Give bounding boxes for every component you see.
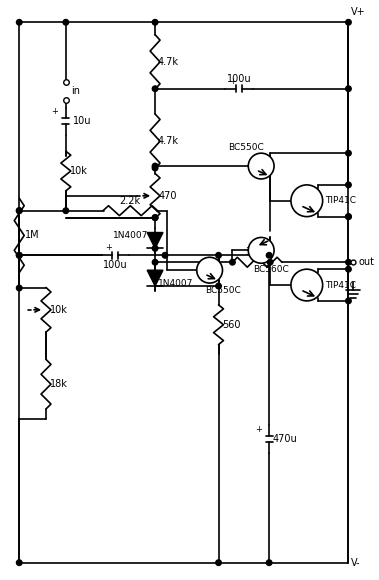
Circle shape <box>346 150 351 156</box>
Text: 560: 560 <box>222 320 241 329</box>
Text: TIP41C: TIP41C <box>325 196 356 205</box>
Circle shape <box>346 266 351 272</box>
Circle shape <box>162 252 168 258</box>
Circle shape <box>216 252 221 258</box>
Text: 470u: 470u <box>273 434 298 444</box>
Circle shape <box>16 252 22 258</box>
Text: +: + <box>229 77 236 86</box>
Circle shape <box>16 208 22 213</box>
Text: 10k: 10k <box>70 166 88 176</box>
Circle shape <box>346 182 351 188</box>
Text: +: + <box>255 425 262 434</box>
Circle shape <box>197 258 222 283</box>
Text: 18k: 18k <box>50 379 68 389</box>
Circle shape <box>248 237 274 263</box>
Circle shape <box>16 208 22 213</box>
Circle shape <box>16 252 22 258</box>
Text: 2.2k: 2.2k <box>120 196 141 206</box>
Circle shape <box>266 560 272 565</box>
Text: 1M: 1M <box>25 230 39 241</box>
Circle shape <box>152 20 158 25</box>
Circle shape <box>152 259 158 265</box>
Circle shape <box>346 214 351 219</box>
Text: 100u: 100u <box>103 260 128 270</box>
Text: BC550C: BC550C <box>229 143 264 152</box>
Text: 390k: 390k <box>245 247 269 258</box>
Text: V-: V- <box>351 558 361 568</box>
Circle shape <box>152 164 158 169</box>
Circle shape <box>63 20 69 25</box>
Circle shape <box>291 185 323 216</box>
Circle shape <box>16 20 22 25</box>
Polygon shape <box>147 270 163 286</box>
Text: 470: 470 <box>159 191 177 201</box>
Text: 10k: 10k <box>50 305 68 315</box>
Text: BC550C: BC550C <box>205 287 240 295</box>
Circle shape <box>152 245 158 251</box>
Circle shape <box>152 86 158 92</box>
Circle shape <box>346 214 351 219</box>
Circle shape <box>16 560 22 565</box>
Circle shape <box>230 259 235 265</box>
Circle shape <box>216 283 221 289</box>
Circle shape <box>152 215 158 220</box>
Text: +: + <box>105 244 112 252</box>
Text: 4.7k: 4.7k <box>157 136 179 146</box>
Circle shape <box>248 153 274 179</box>
Circle shape <box>291 269 323 301</box>
Circle shape <box>152 215 158 220</box>
Text: TIP41C: TIP41C <box>325 281 356 289</box>
Polygon shape <box>147 233 163 248</box>
Text: +: + <box>52 107 58 117</box>
Circle shape <box>63 208 69 213</box>
Text: BC560C: BC560C <box>253 264 289 274</box>
Circle shape <box>346 259 351 265</box>
Text: 1N4007: 1N4007 <box>158 278 193 288</box>
Circle shape <box>16 285 22 291</box>
Text: 10u: 10u <box>72 117 91 126</box>
Text: 1N4007: 1N4007 <box>113 231 149 240</box>
Circle shape <box>346 298 351 304</box>
Text: in: in <box>71 86 80 96</box>
Text: 4.7k: 4.7k <box>157 57 179 67</box>
Circle shape <box>346 20 351 25</box>
Circle shape <box>267 259 273 265</box>
Circle shape <box>266 252 272 258</box>
Circle shape <box>346 86 351 92</box>
Text: V+: V+ <box>351 8 366 17</box>
Text: out: out <box>359 258 374 267</box>
Circle shape <box>216 560 221 565</box>
Text: 100u: 100u <box>227 74 252 84</box>
Circle shape <box>152 165 158 171</box>
